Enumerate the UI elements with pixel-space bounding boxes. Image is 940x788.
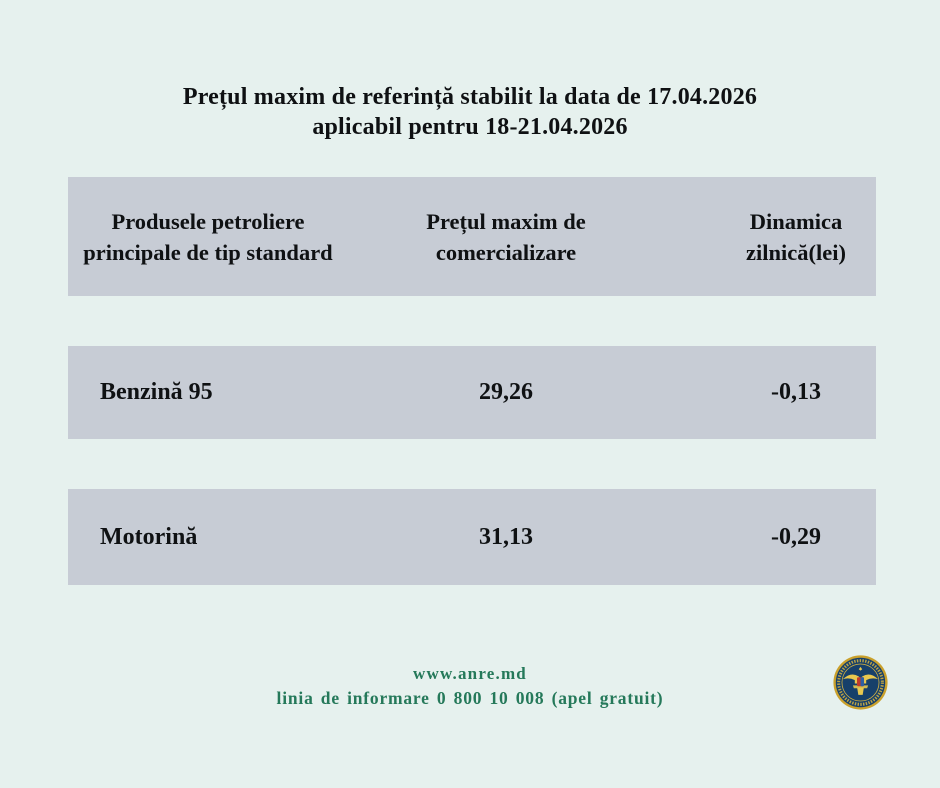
product-name: Benzină 95 xyxy=(100,379,213,405)
table-header-row: Produsele petroliere principale de tip s… xyxy=(68,177,876,296)
table-row: Benzină 95 29,26 -0,13 xyxy=(68,346,876,439)
header-daily-dynamic: Dinamica zilnică(lei) xyxy=(746,208,846,265)
website-text: www.anre.md xyxy=(413,664,527,683)
header-products: Produsele petroliere principale de tip s… xyxy=(83,208,333,265)
price-dynamic: -0,13 xyxy=(771,379,821,405)
product-name: Motorină xyxy=(100,523,198,550)
price-dynamic: -0,29 xyxy=(771,523,821,550)
product-price: 29,26 xyxy=(479,379,533,405)
product-price: 31,13 xyxy=(479,523,533,550)
title-line-2: aplicabil pentru 18-21.04.2026 xyxy=(312,114,628,140)
header-max-price: Prețul maxim de comercializare xyxy=(426,208,586,265)
footer: www.anre.md linia de informare 0 800 10 … xyxy=(0,662,940,710)
page-title: Prețul maxim de referință stabilit la da… xyxy=(0,82,940,142)
title-line-1: Prețul maxim de referință stabilit la da… xyxy=(182,84,758,110)
anre-state-seal-logo xyxy=(832,654,889,711)
coat-of-arms-icon xyxy=(833,655,888,710)
info-line-text: linia de informare 0 800 10 008 (apel gr… xyxy=(276,688,664,708)
table-row: Motorină 31,13 -0,29 xyxy=(68,489,876,585)
